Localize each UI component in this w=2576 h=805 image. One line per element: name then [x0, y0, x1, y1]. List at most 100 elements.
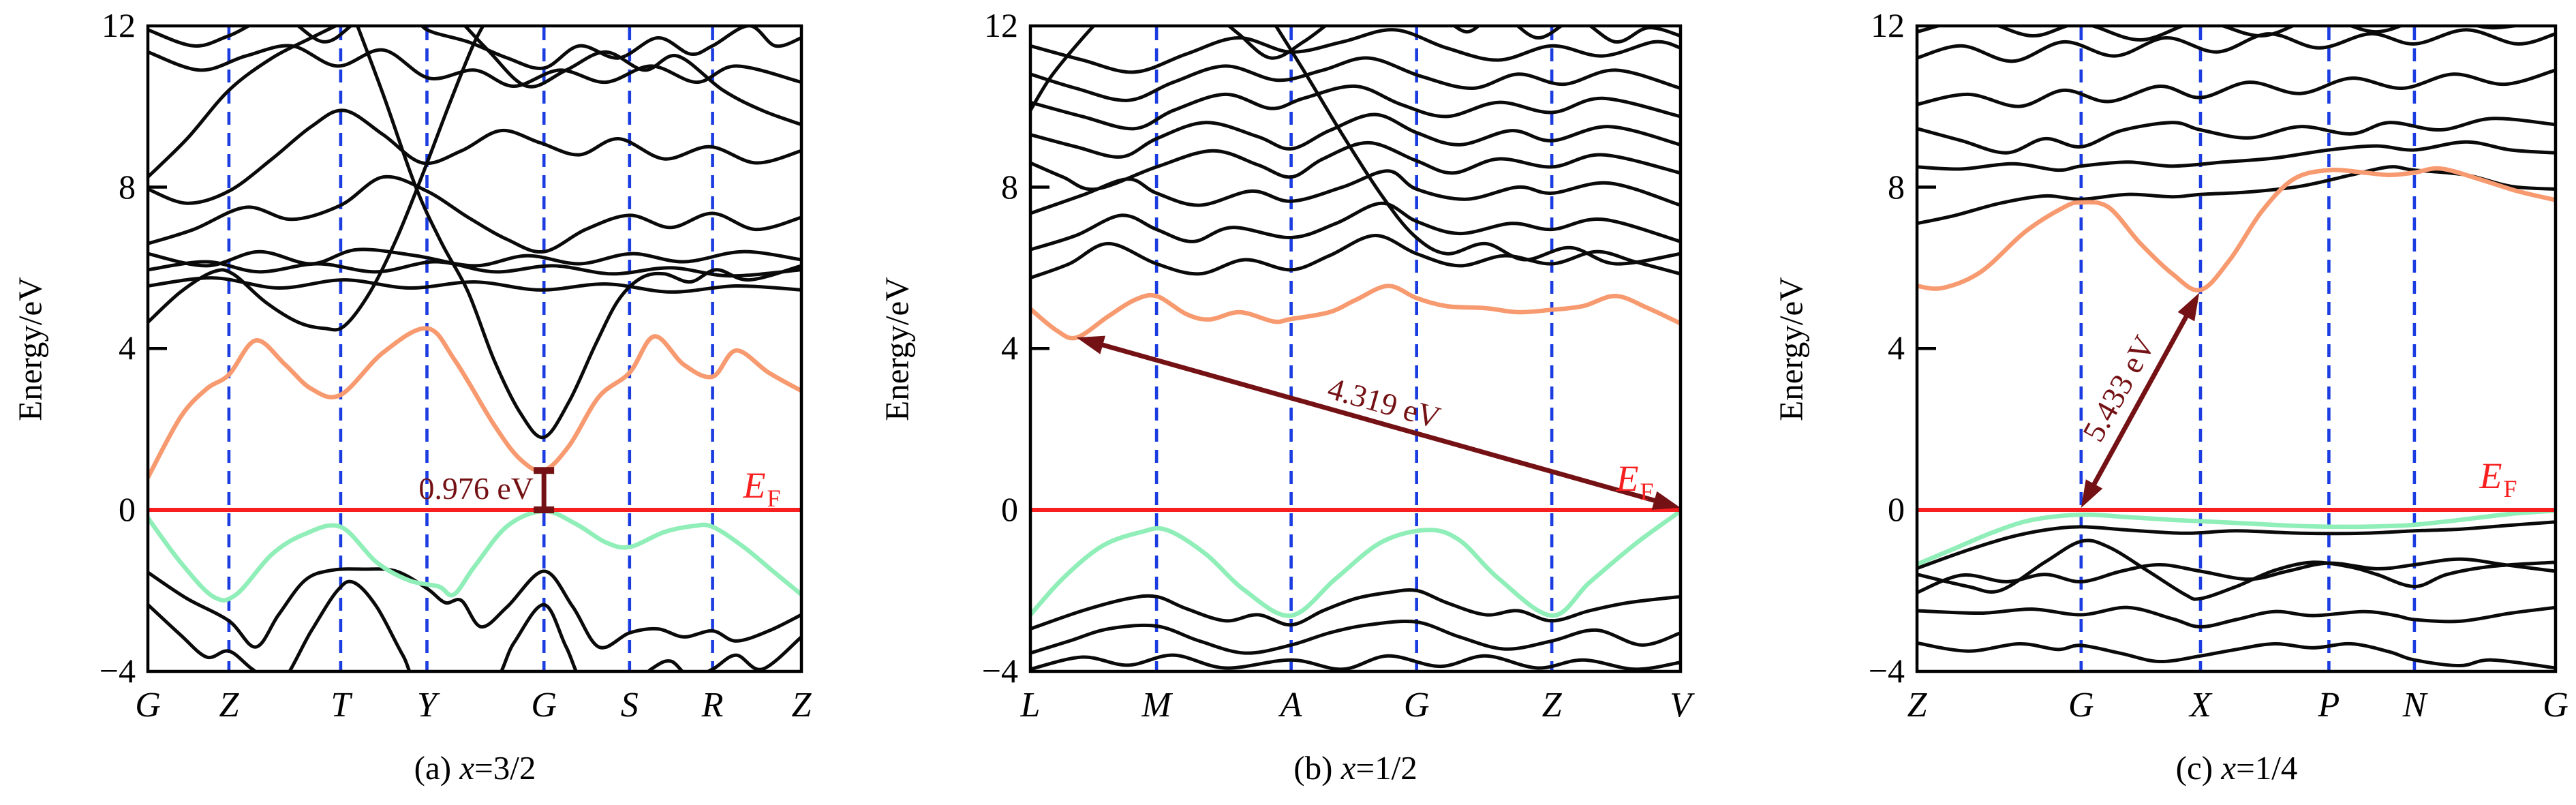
energy-band: [148, 276, 801, 294]
energy-band: [1917, 557, 2556, 594]
energy-band: [1274, 26, 1681, 266]
fermi-label-symbol: E: [2479, 455, 2502, 496]
energy-band: [1917, 641, 2556, 670]
energy-band: [1917, 520, 2556, 571]
x-tick-label: Z: [1542, 686, 1562, 725]
energy-band: [1452, 26, 1681, 44]
band-gap-arrow: [1098, 341, 1659, 504]
energy-band: [1030, 84, 1681, 131]
fermi-label-symbol: E: [743, 465, 766, 506]
fermi-label-symbol: E: [1616, 458, 1639, 499]
y-tick-label: −4: [981, 651, 1018, 690]
y-tick-label: 8: [1888, 167, 1905, 206]
panel-caption: (a) x=3/2: [414, 748, 536, 787]
y-tick-label: 4: [1888, 329, 1905, 367]
energy-band: [148, 260, 801, 278]
caption-variable: x: [459, 749, 475, 787]
x-tick-label: Y: [417, 686, 437, 725]
fermi-level-label: EF: [2479, 455, 2517, 502]
caption-variable: x: [1340, 749, 1356, 787]
x-tick-label: Z: [791, 686, 812, 725]
energy-band: [1030, 201, 1681, 252]
x-tick-label: G: [531, 686, 557, 725]
fermi-level-label: EF: [743, 464, 780, 512]
energy-band: [148, 567, 801, 650]
energy-band: [148, 247, 801, 268]
fermi-label-subscript: F: [2503, 475, 2517, 502]
energy-band: [1917, 140, 2556, 172]
y-axis-title: Energy/eV: [878, 277, 916, 421]
energy-band: [1226, 26, 1328, 60]
caption-variable: x: [2221, 749, 2237, 787]
caption-value: =1/2: [1355, 749, 1417, 787]
energy-band: [463, 26, 801, 127]
band-gap-arrow: [2090, 312, 2190, 489]
y-axis-title: Energy/eV: [11, 277, 49, 421]
caption-index: (b): [1293, 749, 1341, 787]
energy-band: [1030, 620, 1681, 655]
energy-band: [1917, 68, 2556, 108]
band-gap-label: 0.976 eV: [418, 471, 534, 506]
conduction-band-highlight: [1030, 284, 1681, 341]
energy-band: [1030, 56, 1681, 102]
y-tick-label: 8: [119, 167, 136, 206]
y-tick-label: −4: [1868, 651, 1905, 690]
caption-index: (a): [414, 749, 460, 787]
panel-caption: (c) x=1/4: [2176, 748, 2298, 787]
energy-band: [1030, 653, 1681, 671]
panel-a-plot-area: [148, 26, 801, 671]
y-tick-label: 12: [984, 5, 1018, 44]
fermi-label-subscript: F: [1640, 478, 1654, 505]
y-tick-label: 4: [119, 329, 136, 367]
energy-band: [148, 26, 485, 332]
energy-band: [1030, 140, 1681, 192]
y-tick-label: 0: [119, 489, 136, 528]
x-tick-label: A: [1280, 686, 1302, 725]
energy-band: [1030, 169, 1681, 215]
valence-band-highlight: [1030, 508, 1681, 618]
x-tick-label: N: [2402, 686, 2427, 725]
arrowhead-icon: [2081, 479, 2103, 508]
fermi-label-subscript: F: [767, 485, 781, 512]
x-tick-label: G: [1403, 686, 1430, 725]
x-tick-label: V: [1670, 686, 1691, 725]
energy-band: [1030, 233, 1681, 280]
energy-band: [148, 26, 339, 179]
fermi-level-label: EF: [1616, 457, 1653, 505]
energy-band: [148, 174, 801, 254]
valence-band-highlight: [1917, 508, 2556, 567]
caption-value: =3/2: [474, 749, 536, 787]
arrowhead-icon: [2177, 292, 2200, 322]
arrowhead-icon: [1076, 335, 1105, 354]
plot-frame: [1028, 24, 1683, 673]
x-tick-label: X: [2190, 686, 2211, 725]
arrowhead-icon: [1651, 491, 1681, 510]
caption-index: (c): [2175, 749, 2222, 787]
x-tick-label: L: [1020, 686, 1041, 725]
y-tick-label: −4: [99, 651, 136, 690]
energy-band: [1917, 28, 2556, 63]
x-tick-label: P: [2318, 686, 2340, 725]
conduction-band-highlight: [1917, 166, 2556, 293]
energy-band: [1030, 28, 1681, 74]
x-tick-label: G: [135, 686, 161, 725]
energy-band: [1917, 117, 2556, 155]
y-tick-label: 4: [1001, 329, 1018, 367]
x-tick-label: S: [620, 686, 639, 725]
x-tick-label: G: [2543, 686, 2569, 725]
y-axis-title: Energy/eV: [1772, 277, 1810, 421]
energy-band: [1917, 538, 2556, 601]
energy-band: [148, 108, 801, 205]
panel-c-plot-area: [1917, 26, 2556, 670]
valence-band-highlight: [148, 508, 801, 603]
x-tick-label: Z: [1907, 686, 1927, 725]
energy-band: [1917, 26, 2524, 42]
plot-frame: [146, 24, 803, 673]
x-tick-label: R: [701, 686, 724, 725]
plot-frame: [1915, 24, 2558, 673]
energy-band: [148, 26, 801, 70]
energy-band: [148, 44, 801, 89]
conduction-band-highlight: [148, 326, 801, 480]
